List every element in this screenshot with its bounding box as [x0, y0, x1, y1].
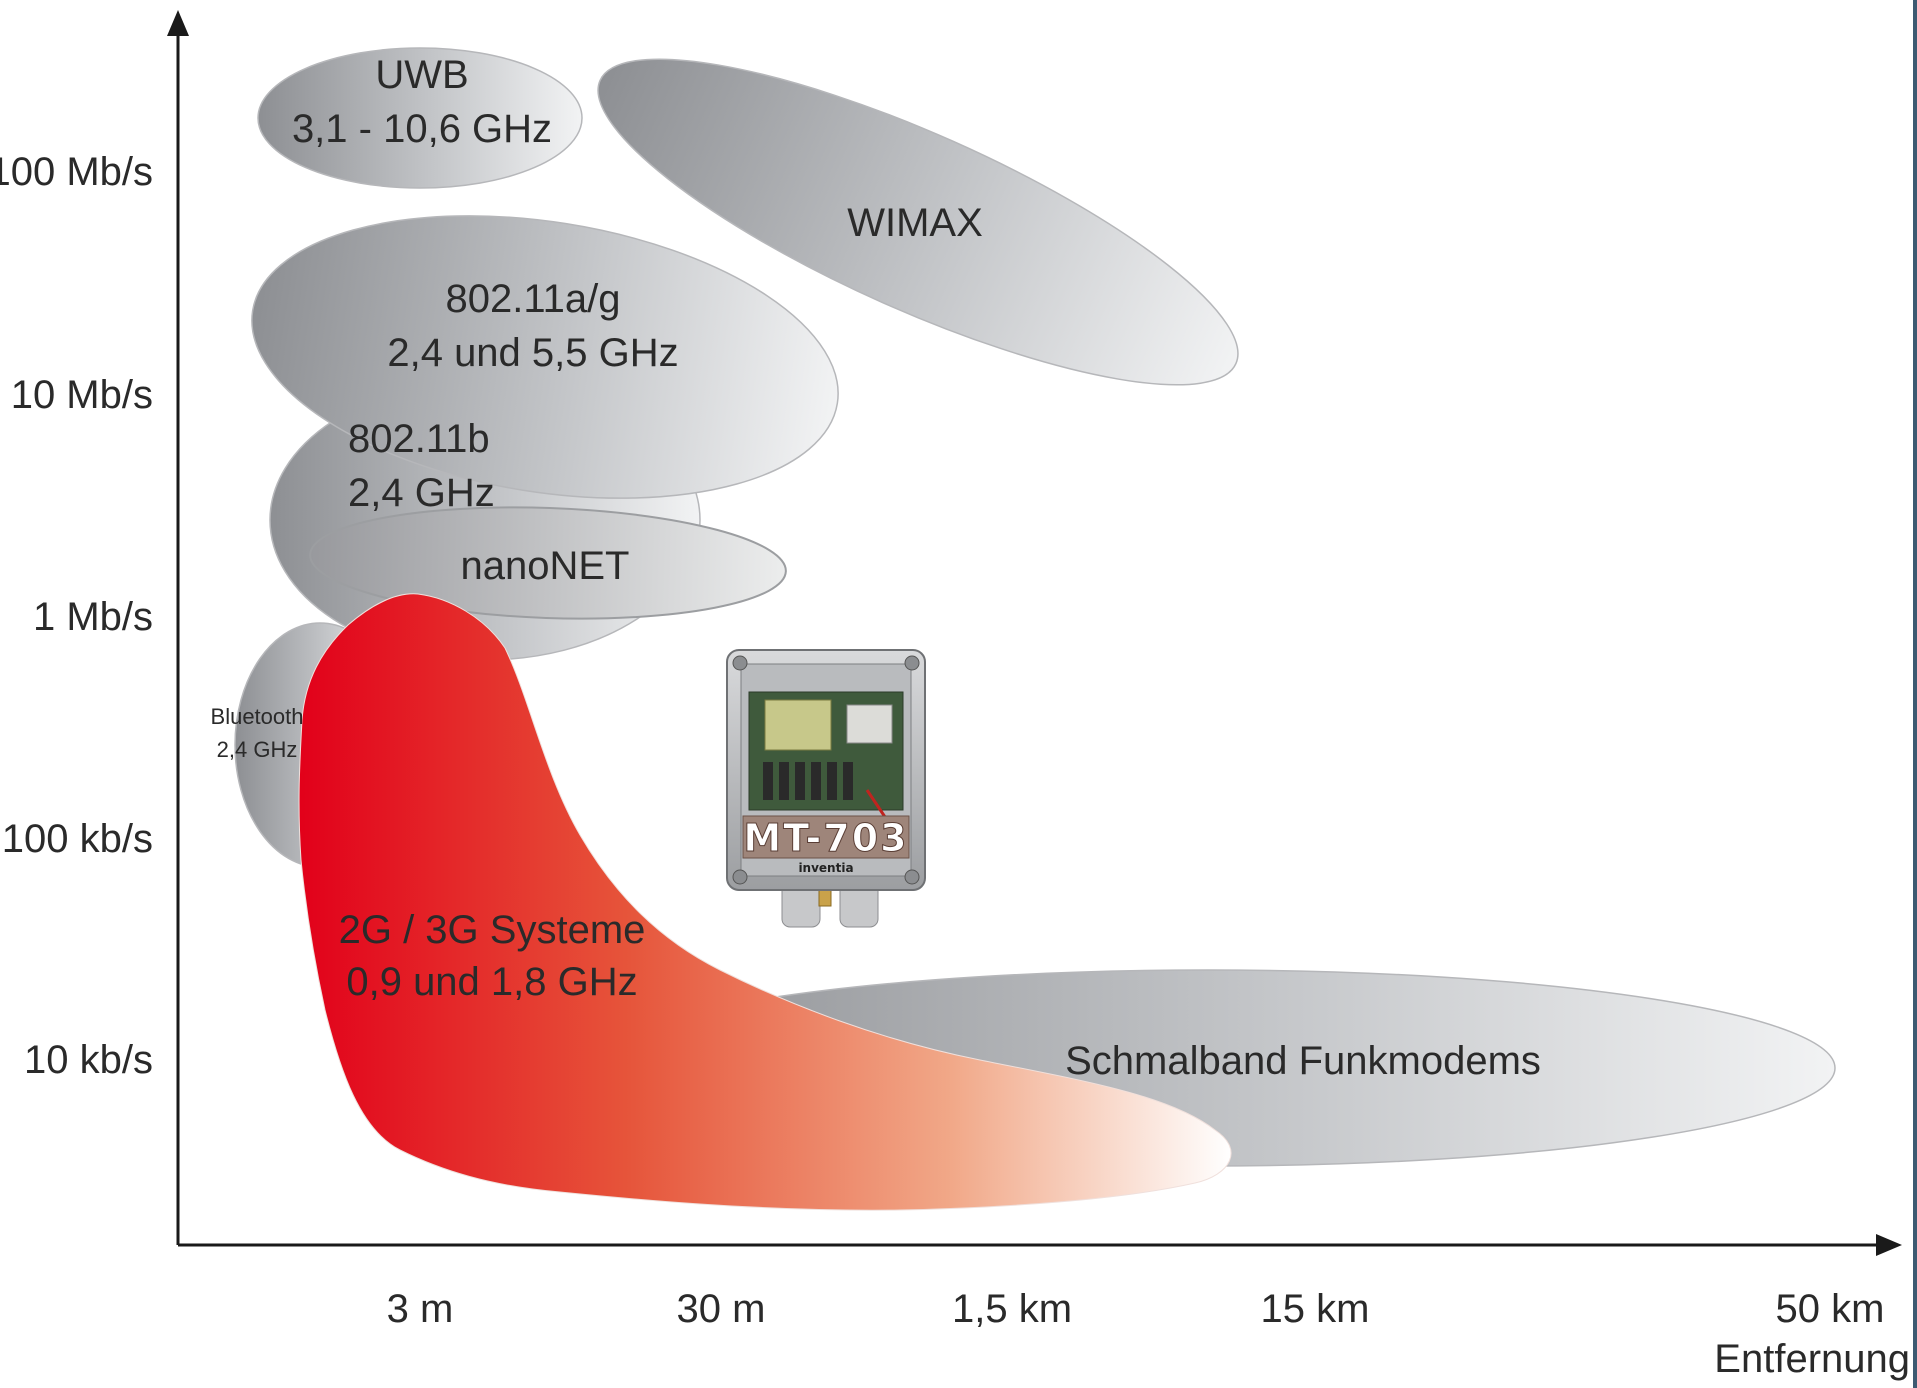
x-axis-arrow: [1876, 1234, 1902, 1256]
bubble-802-11a-g: [251, 215, 839, 499]
bubbles: [234, 47, 1836, 1211]
label-wimax: WIMAX: [847, 201, 983, 245]
y-tick-label: 10 Mb/s: [11, 373, 153, 417]
right-edge-border: [1913, 0, 1917, 1388]
label-bluetooth-sub: 2,4 GHz: [217, 737, 298, 762]
device-brand: inventia: [798, 861, 853, 875]
label-802-11b-sub: 2,4 GHz: [348, 471, 495, 515]
bubble-2g-3g: [298, 593, 1232, 1211]
y-tick-label: 100 Mb/s: [0, 150, 153, 194]
x-axis-label: Entfernung: [1714, 1337, 1910, 1381]
y-tick-label: 10 kb/s: [24, 1038, 153, 1082]
label-bluetooth: Bluetooth: [211, 704, 304, 729]
x-tick-label: 1,5 km: [952, 1287, 1072, 1331]
bubble-wimax: [597, 58, 1239, 386]
label-2g-3g: 2G / 3G Systeme: [339, 908, 646, 952]
x-tick-label: 50 km: [1776, 1287, 1885, 1331]
axes: [167, 10, 1902, 1256]
label-802-11b: 802.11b: [348, 417, 490, 461]
y-tick-labels: 100 Mb/s 10 Mb/s 1 Mb/s 100 kb/s 10 kb/s: [0, 150, 153, 1082]
label-2g-3g-sub: 0,9 und 1,8 GHz: [346, 960, 637, 1004]
y-axis-arrow: [167, 10, 189, 36]
label-schmalband: Schmalband Funkmodems: [1065, 1039, 1541, 1083]
x-tick-label: 15 km: [1261, 1287, 1370, 1331]
label-nanonet: nanoNET: [461, 544, 630, 588]
y-tick-label: 100 kb/s: [2, 817, 153, 861]
x-tick-label: 3 m: [387, 1287, 454, 1331]
label-uwb: UWB: [375, 53, 468, 97]
y-tick-label: 1 Mb/s: [33, 595, 153, 639]
label-802-11a-g-sub: 2,4 und 5,5 GHz: [387, 331, 678, 375]
label-uwb-sub: 3,1 - 10,6 GHz: [292, 107, 552, 151]
x-tick-labels: 3 m 30 m 1,5 km 15 km 50 km Entfernung: [387, 1287, 1910, 1381]
device-label: MT-703: [743, 816, 908, 860]
bubble-nanonet: [309, 506, 787, 620]
bubble-uwb: [257, 47, 583, 189]
device-mt703: MT-703 inventia: [726, 649, 926, 928]
x-tick-label: 30 m: [677, 1287, 766, 1331]
bubble-labels: UWB 3,1 - 10,6 GHz WIMAX 802.11a/g 2,4 u…: [211, 53, 1541, 1083]
label-802-11a-g: 802.11a/g: [446, 277, 621, 321]
